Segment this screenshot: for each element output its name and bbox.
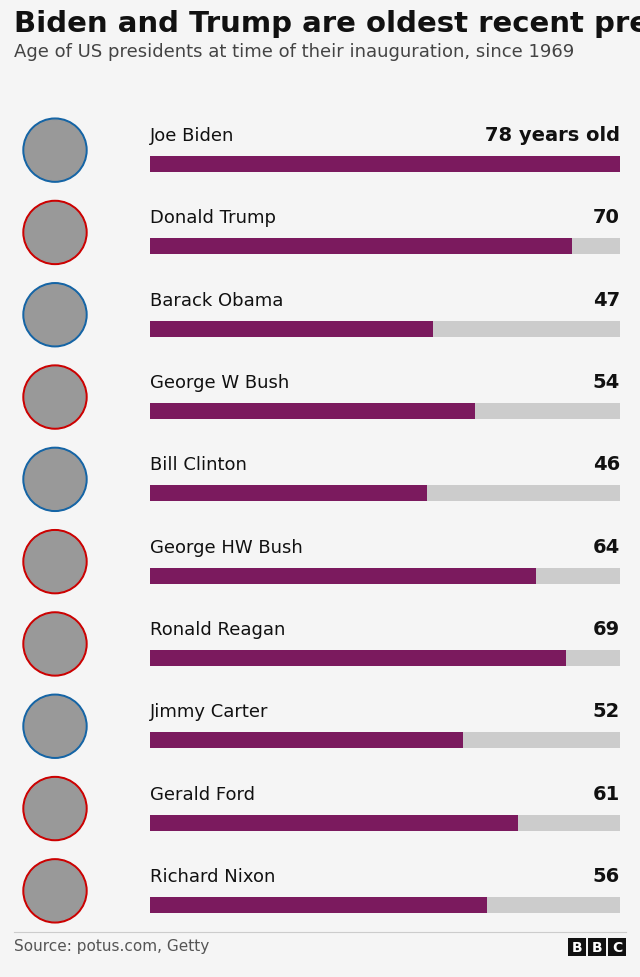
Circle shape <box>23 119 87 183</box>
Circle shape <box>23 859 87 923</box>
Circle shape <box>25 285 85 346</box>
Text: Richard Nixon: Richard Nixon <box>150 867 275 885</box>
Text: Age of US presidents at time of their inauguration, since 1969: Age of US presidents at time of their in… <box>14 43 574 61</box>
Bar <box>150 568 536 584</box>
Bar <box>150 486 427 502</box>
Bar <box>150 651 566 666</box>
Bar <box>150 404 476 419</box>
Text: Bill Clinton: Bill Clinton <box>150 456 247 474</box>
Circle shape <box>25 615 85 674</box>
Circle shape <box>23 531 87 594</box>
Text: 70: 70 <box>593 208 620 228</box>
Text: 47: 47 <box>593 290 620 310</box>
Text: 56: 56 <box>593 866 620 885</box>
Bar <box>150 486 620 502</box>
Circle shape <box>23 447 87 512</box>
Text: Ronald Reagan: Ronald Reagan <box>150 620 285 638</box>
Bar <box>588 938 606 956</box>
Circle shape <box>23 283 87 348</box>
Text: Joe Biden: Joe Biden <box>150 127 234 145</box>
Bar <box>150 404 620 419</box>
Text: George W Bush: George W Bush <box>150 373 289 392</box>
Text: Gerald Ford: Gerald Ford <box>150 785 255 803</box>
Circle shape <box>23 695 87 758</box>
Text: Donald Trump: Donald Trump <box>150 209 276 228</box>
Text: Jimmy Carter: Jimmy Carter <box>150 702 269 720</box>
Text: 78 years old: 78 years old <box>485 126 620 145</box>
Circle shape <box>23 613 87 676</box>
Circle shape <box>25 367 85 428</box>
Bar <box>150 651 620 666</box>
Circle shape <box>25 697 85 756</box>
Bar <box>150 239 572 255</box>
Bar <box>150 157 620 173</box>
Bar <box>150 815 518 830</box>
Circle shape <box>25 203 85 263</box>
Bar <box>150 897 620 913</box>
Text: 46: 46 <box>593 455 620 474</box>
Circle shape <box>25 449 85 510</box>
Circle shape <box>23 201 87 265</box>
Bar <box>150 239 620 255</box>
Text: 54: 54 <box>593 372 620 392</box>
Bar <box>150 321 433 337</box>
Bar <box>608 938 626 956</box>
Text: Source: potus.com, Getty: Source: potus.com, Getty <box>14 938 209 953</box>
Circle shape <box>25 532 85 592</box>
Text: George HW Bush: George HW Bush <box>150 538 303 556</box>
Bar <box>150 733 463 748</box>
Circle shape <box>23 365 87 430</box>
Text: 64: 64 <box>593 537 620 556</box>
Text: Barack Obama: Barack Obama <box>150 291 284 310</box>
Bar <box>150 321 620 337</box>
Bar <box>150 897 488 913</box>
Text: 69: 69 <box>593 619 620 638</box>
Text: B: B <box>592 940 602 954</box>
Bar <box>150 815 620 830</box>
Circle shape <box>25 121 85 181</box>
Bar <box>150 157 620 173</box>
Circle shape <box>25 779 85 838</box>
Bar <box>150 568 620 584</box>
Bar <box>150 733 620 748</box>
Bar <box>568 938 586 956</box>
Circle shape <box>25 861 85 921</box>
Text: 61: 61 <box>593 784 620 803</box>
Text: 52: 52 <box>593 701 620 720</box>
Text: Biden and Trump are oldest recent presidents: Biden and Trump are oldest recent presid… <box>14 10 640 38</box>
Circle shape <box>23 777 87 840</box>
Text: B: B <box>572 940 582 954</box>
Text: C: C <box>612 940 622 954</box>
